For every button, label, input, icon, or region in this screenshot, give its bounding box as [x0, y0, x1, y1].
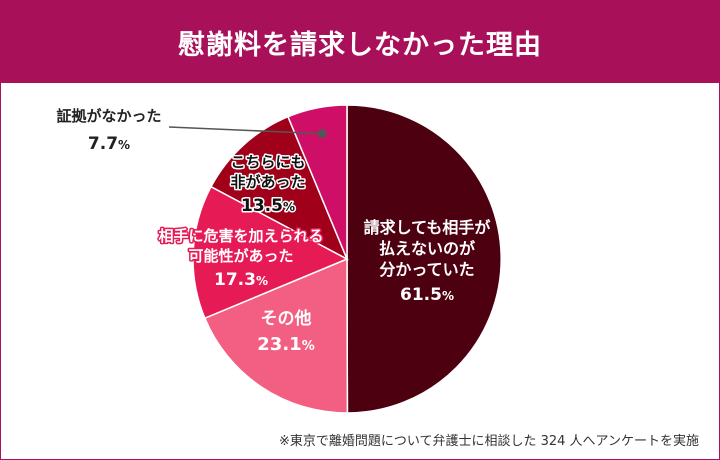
slice-label-text: 払えないのが [379, 239, 475, 258]
slice-value: 17.3% [214, 270, 268, 290]
footnote: ※東京で離婚問題について弁護士に相談した 324 人へアンケートを実施 [278, 434, 699, 449]
slice-value: 7.7% [88, 134, 130, 154]
slice-label: その他 23.1% [257, 308, 314, 355]
slice-value: 61.5% [400, 285, 454, 305]
pie-slice [210, 115, 349, 261]
slice-label-text: 請求しても相手が [364, 218, 491, 237]
callout-dot [317, 129, 327, 139]
slice-label: 証拠がなかった 7.7% [56, 107, 161, 154]
slice-label-text: 可能性があった [188, 247, 293, 265]
pie-slice [287, 104, 348, 260]
callout-leader-line [168, 126, 323, 135]
slice-label-text: 証拠がなかった [56, 107, 161, 125]
slice-label-text: こちらにも [230, 153, 305, 171]
slice-value: 13.5% [241, 196, 295, 216]
slice-label-text: 相手に危害を加えられる [158, 227, 323, 245]
chart-title: 慰謝料を請求しなかった理由 [178, 29, 542, 61]
title-bar: 慰謝料を請求しなかった理由 [1, 1, 719, 83]
pie-slice [192, 185, 349, 320]
pie-slice [346, 104, 502, 414]
pie-slice [203, 257, 349, 414]
slice-label-text: 非があった [230, 173, 305, 191]
slice-label-text: その他 [261, 308, 312, 329]
slice-value: 23.1% [257, 334, 314, 355]
slice-label-text: 分かっていた [379, 260, 474, 279]
